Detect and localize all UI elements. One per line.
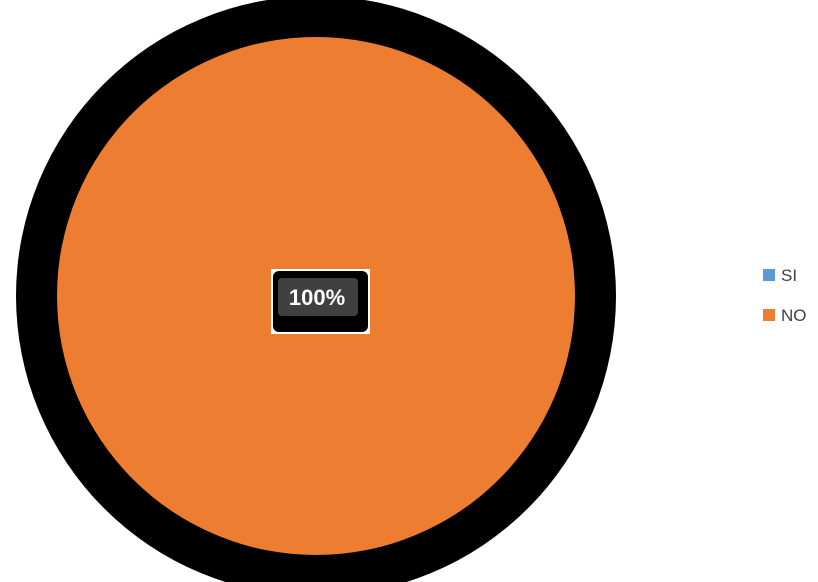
legend-label-si: SI <box>781 265 798 285</box>
legend-swatch-si <box>763 269 775 281</box>
data-label-box-no <box>278 278 358 316</box>
legend-item-no: NO <box>763 302 818 328</box>
legend-label-no: NO <box>781 305 807 325</box>
legend: SI NO <box>763 262 818 342</box>
data-label-no: 100% <box>271 269 370 334</box>
legend-item-si: SI <box>763 262 818 288</box>
data-label-text-no: 100% <box>289 285 345 310</box>
pie-data-labels: 100% <box>271 269 370 334</box>
legend-swatch-no <box>763 309 775 321</box>
